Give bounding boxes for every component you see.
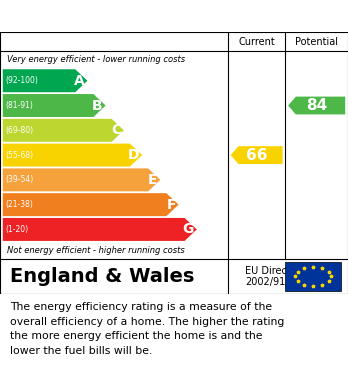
Text: (92-100): (92-100) [5, 76, 38, 85]
Polygon shape [3, 143, 142, 167]
Text: B: B [92, 99, 103, 113]
Text: 66: 66 [246, 147, 267, 163]
Polygon shape [3, 193, 179, 216]
Text: Very energy efficient - lower running costs: Very energy efficient - lower running co… [7, 56, 185, 65]
Text: England & Wales: England & Wales [10, 267, 195, 286]
Text: Not energy efficient - higher running costs: Not energy efficient - higher running co… [7, 246, 185, 255]
Text: (1-20): (1-20) [5, 225, 28, 234]
Polygon shape [3, 94, 106, 117]
Text: (55-68): (55-68) [5, 151, 33, 160]
Text: A: A [74, 74, 85, 88]
Text: Potential: Potential [295, 37, 338, 47]
Polygon shape [3, 169, 160, 191]
Text: G: G [183, 222, 194, 237]
Bar [285, 262, 341, 291]
Text: EU Directive
2002/91/EC: EU Directive 2002/91/EC [245, 265, 306, 287]
Text: Current: Current [238, 37, 275, 47]
Text: The energy efficiency rating is a measure of the
overall efficiency of a home. T: The energy efficiency rating is a measur… [10, 302, 285, 356]
Text: (39-54): (39-54) [5, 176, 33, 185]
Polygon shape [3, 69, 87, 92]
Text: (21-38): (21-38) [5, 200, 33, 209]
Text: C: C [111, 123, 121, 137]
Polygon shape [3, 119, 124, 142]
Polygon shape [231, 146, 283, 164]
Text: (81-91): (81-91) [5, 101, 33, 110]
Text: 84: 84 [306, 98, 327, 113]
Text: E: E [148, 173, 158, 187]
Text: Energy Efficiency Rating: Energy Efficiency Rating [10, 7, 239, 25]
Polygon shape [288, 97, 345, 115]
Polygon shape [3, 218, 197, 241]
Text: F: F [166, 198, 176, 212]
Text: (69-80): (69-80) [5, 126, 33, 135]
Text: D: D [128, 148, 139, 162]
